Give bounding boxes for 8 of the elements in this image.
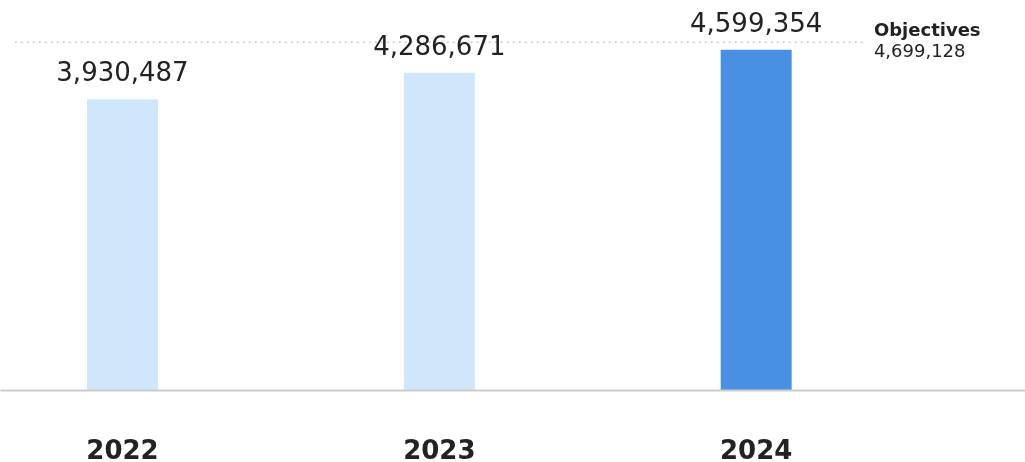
annotation: 4,699,128 <box>873 40 966 62</box>
data-label: 4,599,354 <box>690 7 823 38</box>
ref-line-label: Objectives <box>873 19 981 41</box>
x-tick-label: 2023 <box>403 434 476 462</box>
data-label: 4,286,671 <box>373 30 506 61</box>
data-label: 3,930,487 <box>56 57 189 88</box>
x-tick-label: 2022 <box>86 434 159 462</box>
x-tick-label: 2024 <box>720 434 793 462</box>
